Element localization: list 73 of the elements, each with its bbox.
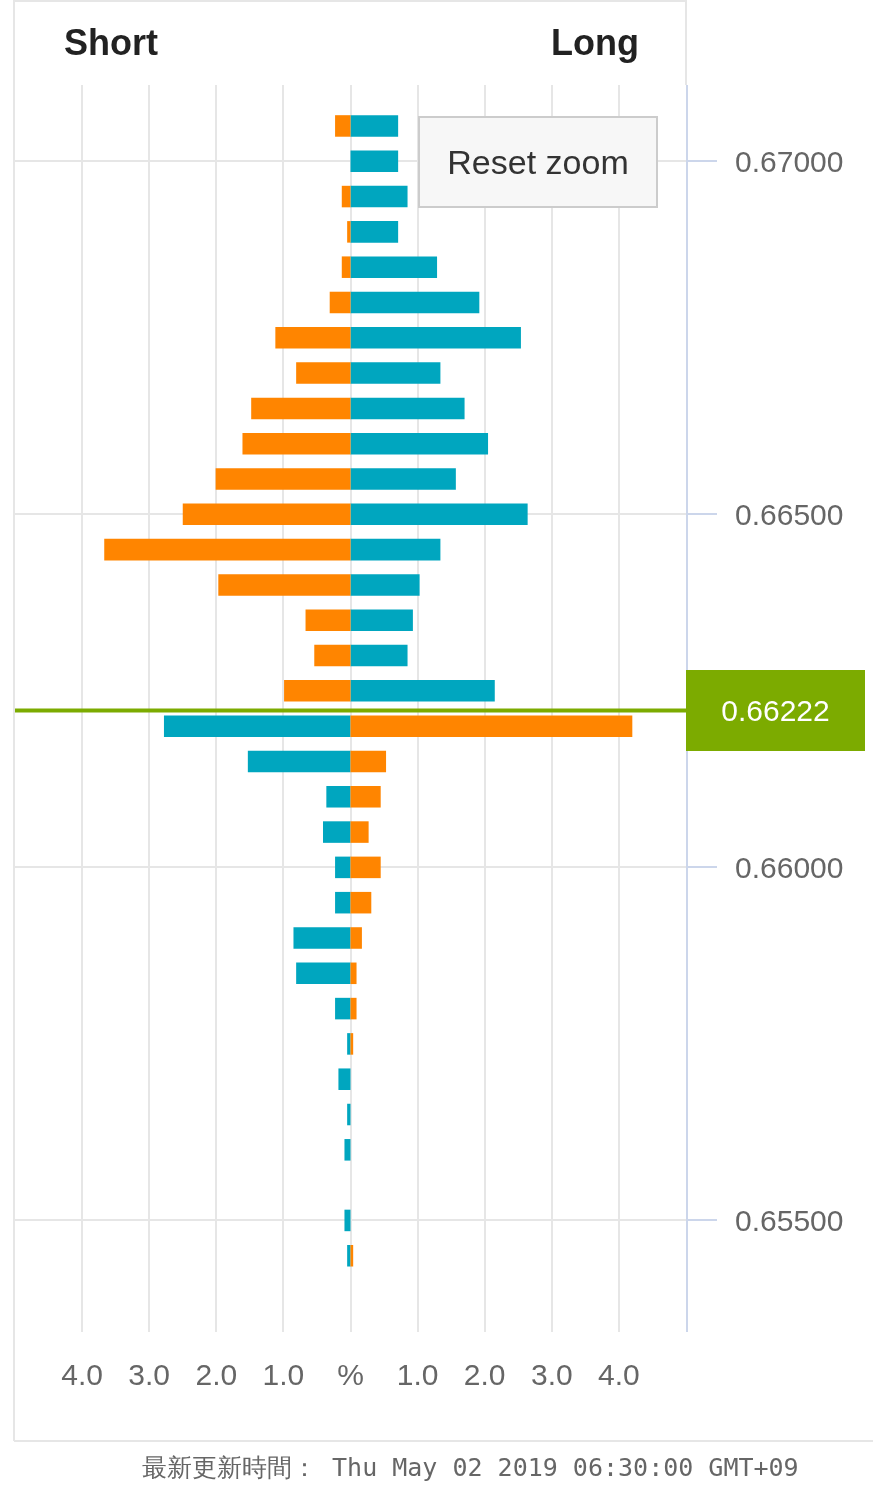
text: 最新更新時間： Thu May 02 2019 06:30:00 GMT+09 [142, 1453, 799, 1482]
y-tick-label: 0.66000 [735, 850, 844, 884]
bar [326, 786, 351, 808]
bar [350, 538, 441, 561]
annotation: Reset zoom [447, 143, 629, 181]
bar [296, 962, 351, 985]
bar [314, 644, 351, 667]
x-tick-label: 4.0 [598, 1358, 640, 1391]
bar [296, 362, 351, 384]
x-tick-label: 4.0 [61, 1358, 103, 1391]
bar [344, 1209, 351, 1232]
bar [329, 291, 351, 314]
bar [350, 397, 465, 420]
text: Short [64, 22, 158, 63]
bar [350, 786, 381, 808]
x-tick-label: 1.0 [396, 1358, 439, 1391]
bar [322, 821, 351, 843]
bar [350, 468, 456, 490]
bar [350, 715, 633, 737]
bar [350, 644, 408, 667]
y-tick-label: 0.66500 [735, 497, 844, 531]
bar [350, 574, 420, 596]
ref-line-label: 0.66222 [721, 694, 830, 727]
bar [350, 291, 480, 314]
bar [350, 962, 357, 985]
bar [305, 609, 351, 631]
bar [350, 185, 408, 208]
x-tick-label: 2.0 [463, 1358, 506, 1391]
bar [293, 927, 351, 949]
bar [341, 256, 351, 278]
bar [350, 750, 387, 773]
bar [350, 927, 362, 949]
bar [215, 468, 351, 490]
bar [341, 185, 351, 208]
bar [350, 327, 521, 349]
bar [350, 609, 413, 631]
bar [275, 327, 351, 349]
bar [350, 256, 438, 278]
bar [350, 221, 399, 243]
bar [284, 680, 351, 702]
x-tick-label: 1.0 [262, 1358, 305, 1391]
x-tick-label: 3.0 [128, 1358, 171, 1391]
bar [350, 821, 369, 843]
bar [335, 891, 351, 914]
bar [338, 1068, 351, 1090]
bar [350, 150, 399, 173]
bar [350, 997, 357, 1020]
bar [350, 856, 381, 879]
bar [251, 397, 351, 420]
bar [350, 680, 495, 702]
bar [247, 750, 351, 773]
bar [350, 891, 372, 914]
bar [350, 503, 528, 526]
bar [347, 1103, 351, 1126]
y-tick-label: 0.65500 [735, 1203, 844, 1237]
bar [350, 362, 441, 384]
bar [242, 432, 351, 455]
bar [335, 997, 351, 1020]
bar [347, 221, 351, 243]
y-tick-label: 0.67000 [735, 144, 844, 178]
bar [163, 715, 351, 737]
bar [335, 856, 351, 879]
bar [344, 1139, 351, 1161]
bar [182, 503, 351, 526]
text: Long [551, 22, 639, 63]
bar [104, 538, 351, 561]
bar [350, 432, 489, 455]
x-tick-label: % [337, 1358, 364, 1391]
x-tick-label: 3.0 [530, 1358, 573, 1391]
bar [335, 115, 351, 137]
bar [350, 115, 399, 137]
bar [218, 574, 351, 596]
x-tick-label: 2.0 [195, 1358, 238, 1391]
